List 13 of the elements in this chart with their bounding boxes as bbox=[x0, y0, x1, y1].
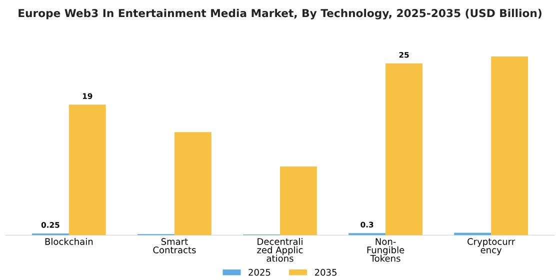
legend-label: 2025 bbox=[248, 268, 270, 276]
bar bbox=[386, 63, 422, 236]
x-tick-label: Non- Fungible Tokens bbox=[367, 238, 404, 262]
x-tick-label: Smart Contracts bbox=[153, 238, 196, 254]
bar bbox=[280, 166, 317, 236]
bar bbox=[174, 132, 212, 236]
bar bbox=[68, 104, 106, 236]
x-tick-label: Decentrali zed Applic ations bbox=[257, 238, 303, 262]
bar bbox=[491, 56, 528, 236]
legend-label: 2035 bbox=[314, 268, 336, 276]
x-tick-label: Cryptocurr ency bbox=[468, 238, 516, 256]
x-tick-label: Blockchain bbox=[45, 238, 93, 245]
chart-title: Europe Web3 In Entertainment Media Market, By Technology, 2025-2035 (USD Billion) bbox=[18, 8, 542, 20]
